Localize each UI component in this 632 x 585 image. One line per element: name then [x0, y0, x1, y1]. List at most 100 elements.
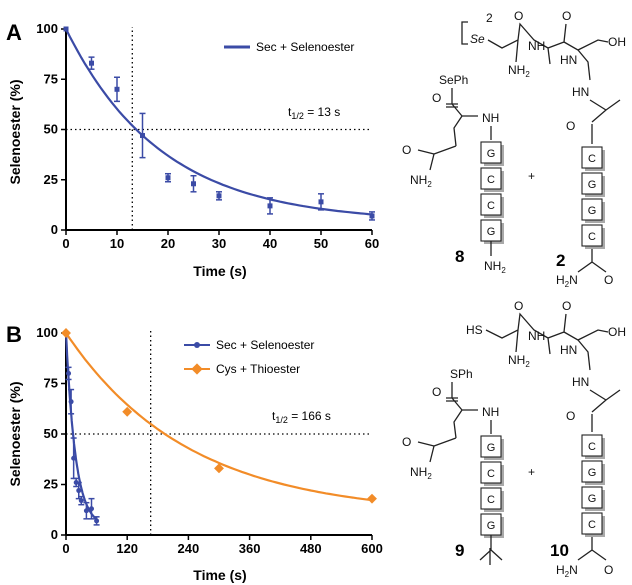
data-point-b-cys-thioester	[367, 493, 377, 504]
x-tick-label-a: 50	[314, 236, 328, 251]
h2n-label-2: H2N	[556, 273, 578, 289]
nh-label-2a: NH	[528, 39, 545, 53]
se-label: Se	[470, 32, 485, 46]
data-point-b-sec-selenoester	[94, 518, 100, 524]
thioester-bonds-9	[417, 382, 478, 463]
fit-curve-b-sec-selenoester	[64, 332, 98, 521]
residue-2-2-label: G	[588, 179, 597, 191]
residue-9-1	[480, 435, 502, 458]
y-tick-label-a: 25	[44, 172, 58, 187]
x-tick-label-a: 10	[110, 236, 124, 251]
y-tick-label-b: 100	[36, 325, 58, 340]
o-label-9a: O	[432, 385, 441, 399]
residue-10-3	[581, 486, 603, 509]
y-tick-label-b: 25	[44, 477, 58, 492]
residue-column-8: G C C G	[480, 141, 504, 244]
x-tick-label-a: 60	[365, 236, 379, 251]
nh-label-9: NH	[482, 405, 499, 419]
residue-2-3-label: G	[588, 205, 597, 217]
ala-side-10	[589, 389, 621, 413]
nh2-label-10: NH2	[508, 353, 530, 369]
plus-sign-b: +	[528, 465, 535, 479]
nh-label-8: NH	[482, 111, 499, 125]
compound-number-8: 8	[455, 247, 464, 266]
o-label-10c: O	[566, 409, 575, 423]
x-tick-label-a: 20	[161, 236, 175, 251]
x-tick-label-a: 0	[62, 236, 69, 251]
legend-a: Sec + Selenoester	[224, 40, 354, 54]
data-point-b-cys-thioester	[214, 463, 224, 474]
oh-label-10: OH	[608, 325, 626, 339]
h2n-label-10: H2N	[556, 563, 578, 579]
x-tick-label-b: 360	[239, 541, 261, 556]
nh2-label-8: NH2	[410, 173, 432, 189]
residue-9-4-label: G	[487, 520, 496, 532]
structure-9: SPh O NH O NH2 G C C G 9	[402, 367, 504, 565]
backbone-10	[485, 312, 591, 371]
o-label-2d: O	[604, 273, 613, 287]
x-tick-label-b: 120	[116, 541, 138, 556]
half-life-label-a: t1/2 = 13 s	[288, 105, 340, 121]
residue-10-2	[581, 460, 603, 483]
data-point-a-sec-selenoester	[267, 203, 273, 209]
data-point-a-sec-selenoester	[114, 86, 120, 92]
legend-b: Sec + Selenoester Cys + Thioester	[184, 338, 314, 376]
o-label-2a: O	[514, 9, 523, 23]
legend-label-a-sec: Sec + Selenoester	[256, 40, 354, 54]
residue-column-9: G C C G	[480, 435, 504, 538]
structure-8: SePh O NH O NH2 G C C G NH2 8	[402, 73, 506, 275]
residue-10-1	[581, 434, 603, 457]
residue-9-1-label: G	[487, 442, 496, 454]
residue-10-1-label: C	[588, 441, 596, 453]
x-tick-label-b: 240	[178, 541, 200, 556]
fit-curve-a-sec-selenoester	[65, 28, 373, 216]
y-tick-label-a: 100	[36, 21, 58, 36]
residue-8-1-label: G	[487, 148, 496, 160]
chart-panel-a: A Selenoester (%) Time (s) t1/2 = 13 s S…	[6, 20, 379, 279]
o-label-2b: O	[562, 9, 571, 23]
residue-2-4-label: C	[588, 231, 596, 243]
data-point-b-sec-selenoester	[89, 506, 94, 512]
amide-terminal-10	[577, 537, 607, 561]
o-label-8b: O	[402, 143, 411, 157]
residue-9-2	[480, 461, 502, 484]
data-point-b-sec-selenoester	[78, 498, 84, 504]
data-point-a-sec-selenoester	[369, 213, 375, 219]
residue-8-3	[480, 193, 502, 216]
residue-9-3-label: C	[487, 494, 495, 506]
legend-label-b-cys: Cys + Thioester	[216, 362, 300, 376]
x-axis-title-a: Time (s)	[193, 263, 246, 279]
residue-2-1-label: C	[588, 153, 596, 165]
y-tick-label-b: 75	[44, 376, 58, 391]
residue-2-3	[581, 198, 603, 221]
y-tick-label-b: 0	[51, 527, 58, 542]
y-tick-label-b: 50	[44, 426, 58, 441]
hs-label-10: HS	[466, 323, 483, 337]
nh2-label-2: NH2	[508, 63, 530, 79]
x-tick-label-a: 40	[263, 236, 277, 251]
data-point-b-sec-selenoester	[71, 455, 77, 461]
structure-10: HS O NH O NH2 HN OH HN O C G G C H2N O 1…	[466, 299, 626, 579]
residue-8-2-label: C	[487, 174, 495, 186]
x-tick-label-b: 0	[62, 541, 69, 556]
dimer-bracket-2	[461, 21, 468, 45]
data-point-a-sec-selenoester	[165, 175, 171, 181]
legend-marker-b-cys	[191, 363, 203, 375]
o-label-2c: O	[566, 119, 575, 133]
sePh-label: SePh	[439, 73, 468, 87]
amide-terminal-2	[577, 249, 607, 273]
data-point-a-sec-selenoester	[140, 133, 145, 139]
y-axis-title-a: Selenoester (%)	[7, 79, 23, 184]
residue-8-3-label: C	[487, 200, 495, 212]
compound-number-10: 10	[550, 541, 569, 560]
y-tick-label-a: 50	[44, 122, 58, 137]
sPh-label: SPh	[450, 367, 473, 381]
residue-10-4	[581, 512, 603, 535]
dimer-sub: 2	[486, 11, 493, 25]
o-label-9b: O	[402, 435, 411, 449]
hn-label-10: HN	[560, 343, 577, 357]
o-label-10a: O	[514, 299, 523, 313]
residue-10-4-label: C	[588, 519, 596, 531]
y-tick-label-a: 75	[44, 71, 58, 86]
panel-letter-a: A	[6, 20, 22, 45]
